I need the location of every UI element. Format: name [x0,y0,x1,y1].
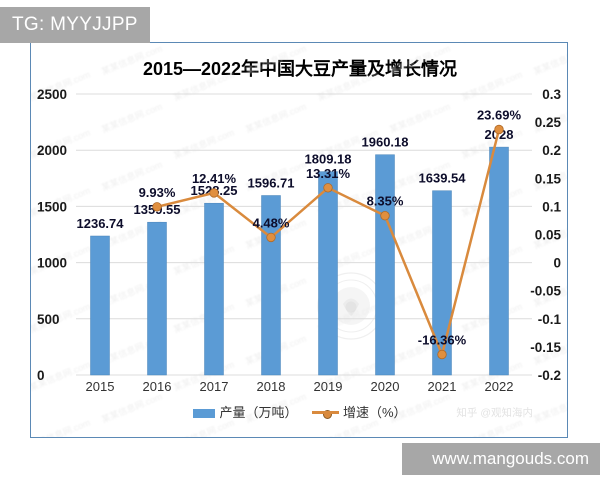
svg-text:2016: 2016 [143,379,172,394]
svg-text:某某信息网.com: 某某信息网.com [388,42,452,76]
svg-text:1500: 1500 [37,199,67,214]
svg-text:0: 0 [553,256,561,271]
svg-text:某某信息网.com: 某某信息网.com [532,42,568,76]
svg-text:某某信息网.com: 某某信息网.com [172,126,236,160]
svg-text:某某信息网.com: 某某信息网.com [172,300,236,334]
svg-text:0.25: 0.25 [535,115,562,130]
svg-text:2000: 2000 [37,143,67,158]
svg-text:0.05: 0.05 [535,228,562,243]
svg-text:某某信息网.com: 某某信息网.com [172,68,236,102]
svg-text:2018: 2018 [257,379,286,394]
svg-text:23.69%: 23.69% [477,108,522,123]
svg-text:某某信息网.com: 某某信息网.com [460,42,524,45]
svg-text:某某信息网.com: 某某信息网.com [316,42,380,45]
svg-text:-0.05: -0.05 [530,284,561,299]
svg-text:0.3: 0.3 [542,87,561,102]
svg-text:1596.71: 1596.71 [248,176,295,191]
svg-text:2017: 2017 [200,379,229,394]
svg-text:某某信息网.com: 某某信息网.com [100,42,164,76]
svg-text:某某信息网.com: 某某信息网.com [100,100,164,134]
svg-text:2019: 2019 [314,379,343,394]
svg-text:4.48%: 4.48% [253,215,290,230]
svg-text:0: 0 [37,368,45,383]
svg-text:12.41%: 12.41% [192,171,237,186]
svg-text:2500: 2500 [37,87,67,102]
svg-text:2021: 2021 [428,379,457,394]
svg-text:1000: 1000 [37,256,67,271]
svg-text:某某信息网.com: 某某信息网.com [388,100,452,134]
svg-text:1960.18: 1960.18 [362,135,409,150]
svg-text:某某信息网.com: 某某信息网.com [172,242,236,276]
svg-text:-0.15: -0.15 [530,340,561,355]
svg-text:-0.2: -0.2 [538,368,561,383]
svg-text:8.35%: 8.35% [367,194,404,209]
svg-text:2022: 2022 [485,379,514,394]
svg-text:1236.74: 1236.74 [77,216,125,231]
svg-text:-0.1: -0.1 [538,312,562,327]
svg-text:2015: 2015 [86,379,115,394]
svg-text:13.31%: 13.31% [306,166,351,181]
svg-text:某某信息网.com: 某某信息网.com [244,100,308,134]
svg-text:9.93%: 9.93% [139,185,176,200]
svg-text:2020: 2020 [371,379,400,394]
svg-text:某某信息网.com: 某某信息网.com [316,68,380,102]
svg-text:0.2: 0.2 [542,143,561,158]
svg-text:某某信息网.com: 某某信息网.com [460,68,524,102]
svg-text:1639.54: 1639.54 [419,171,467,186]
svg-text:0.15: 0.15 [535,171,562,186]
svg-text:某某信息网.com: 某某信息网.com [172,42,236,45]
svg-text:500: 500 [37,312,60,327]
svg-text:某某信息网.com: 某某信息网.com [244,42,308,76]
svg-text:-16.36%: -16.36% [418,333,467,348]
svg-text:1809.18: 1809.18 [305,152,352,167]
svg-text:0.1: 0.1 [542,199,561,214]
